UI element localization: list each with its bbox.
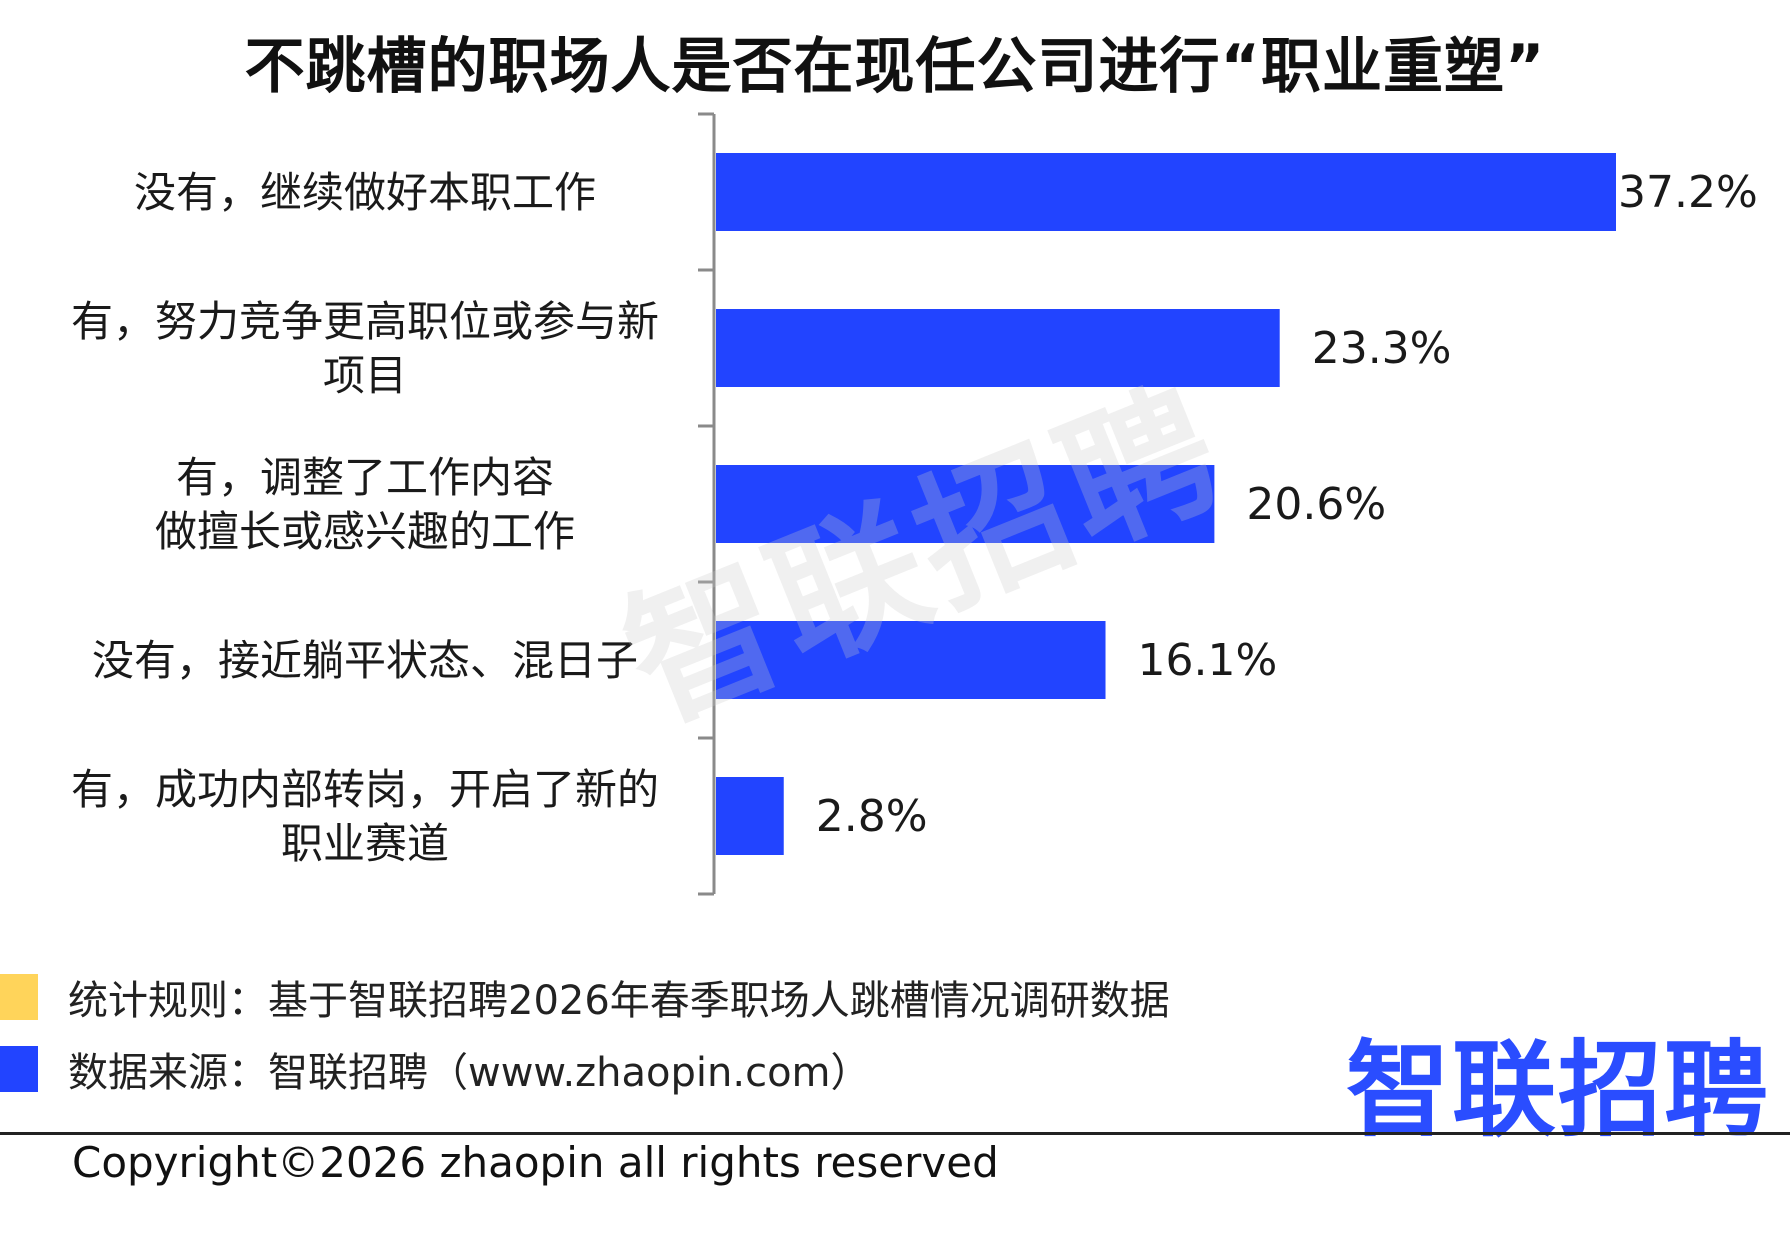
category-label: 没有，接近躺平状态、混日子 <box>92 636 638 685</box>
note-source: 数据来源：智联招聘（www.zhaopin.com） <box>0 1040 871 1098</box>
category-label-line: 做擅长或感兴趣的工作 <box>155 507 575 556</box>
note-rule: 统计规则：基于智联招聘2026年春季职场人跳槽情况调研数据 <box>0 968 1170 1026</box>
value-label: 2.8% <box>816 791 928 842</box>
bar <box>716 777 784 855</box>
value-label: 37.2% <box>1618 167 1758 218</box>
category-label-line: 有，调整了工作内容 <box>176 453 554 502</box>
note-rule-text: 统计规则：基于智联招聘2026年春季职场人跳槽情况调研数据 <box>68 978 1170 1024</box>
bar <box>716 621 1106 699</box>
bar <box>716 153 1616 231</box>
bar <box>716 309 1280 387</box>
footer-divider <box>0 1132 1790 1135</box>
category-label: 有，成功内部转岗，开启了新的职业赛道 <box>71 765 659 868</box>
category-label: 没有，继续做好本职工作 <box>134 168 596 217</box>
category-label: 有，调整了工作内容做擅长或感兴趣的工作 <box>155 453 575 556</box>
category-label-line: 没有，接近躺平状态、混日子 <box>92 636 638 685</box>
chart-title: 不跳槽的职场人是否在现任公司进行“职业重塑” <box>244 32 1546 102</box>
category-label-line: 项目 <box>323 351 407 400</box>
value-label: 20.6% <box>1246 479 1386 530</box>
zhaopin-logo: 智联招聘 <box>1345 1029 1770 1151</box>
value-label: 16.1% <box>1138 635 1278 686</box>
category-label-line: 职业赛道 <box>281 819 449 868</box>
bar-chart: 37.2% 没有，继续做好本职工作 23.3% 有，努力竞争更高职位或参与新项目 20.… <box>71 112 1758 896</box>
copyright-text: Copyright©2026 zhaopin all rights reserv… <box>72 1138 999 1187</box>
category-label-line: 有，努力竞争更高职位或参与新 <box>71 297 659 346</box>
note-source-text: 数据来源：智联招聘（www.zhaopin.com） <box>68 1050 871 1096</box>
blue-swatch <box>0 1046 38 1092</box>
category-label-line: 没有，继续做好本职工作 <box>134 168 596 217</box>
category-label: 有，努力竞争更高职位或参与新项目 <box>71 297 659 400</box>
yellow-swatch <box>0 974 38 1020</box>
value-label: 23.3% <box>1312 323 1452 374</box>
bar <box>716 465 1215 543</box>
category-label-line: 有，成功内部转岗，开启了新的 <box>71 765 659 814</box>
